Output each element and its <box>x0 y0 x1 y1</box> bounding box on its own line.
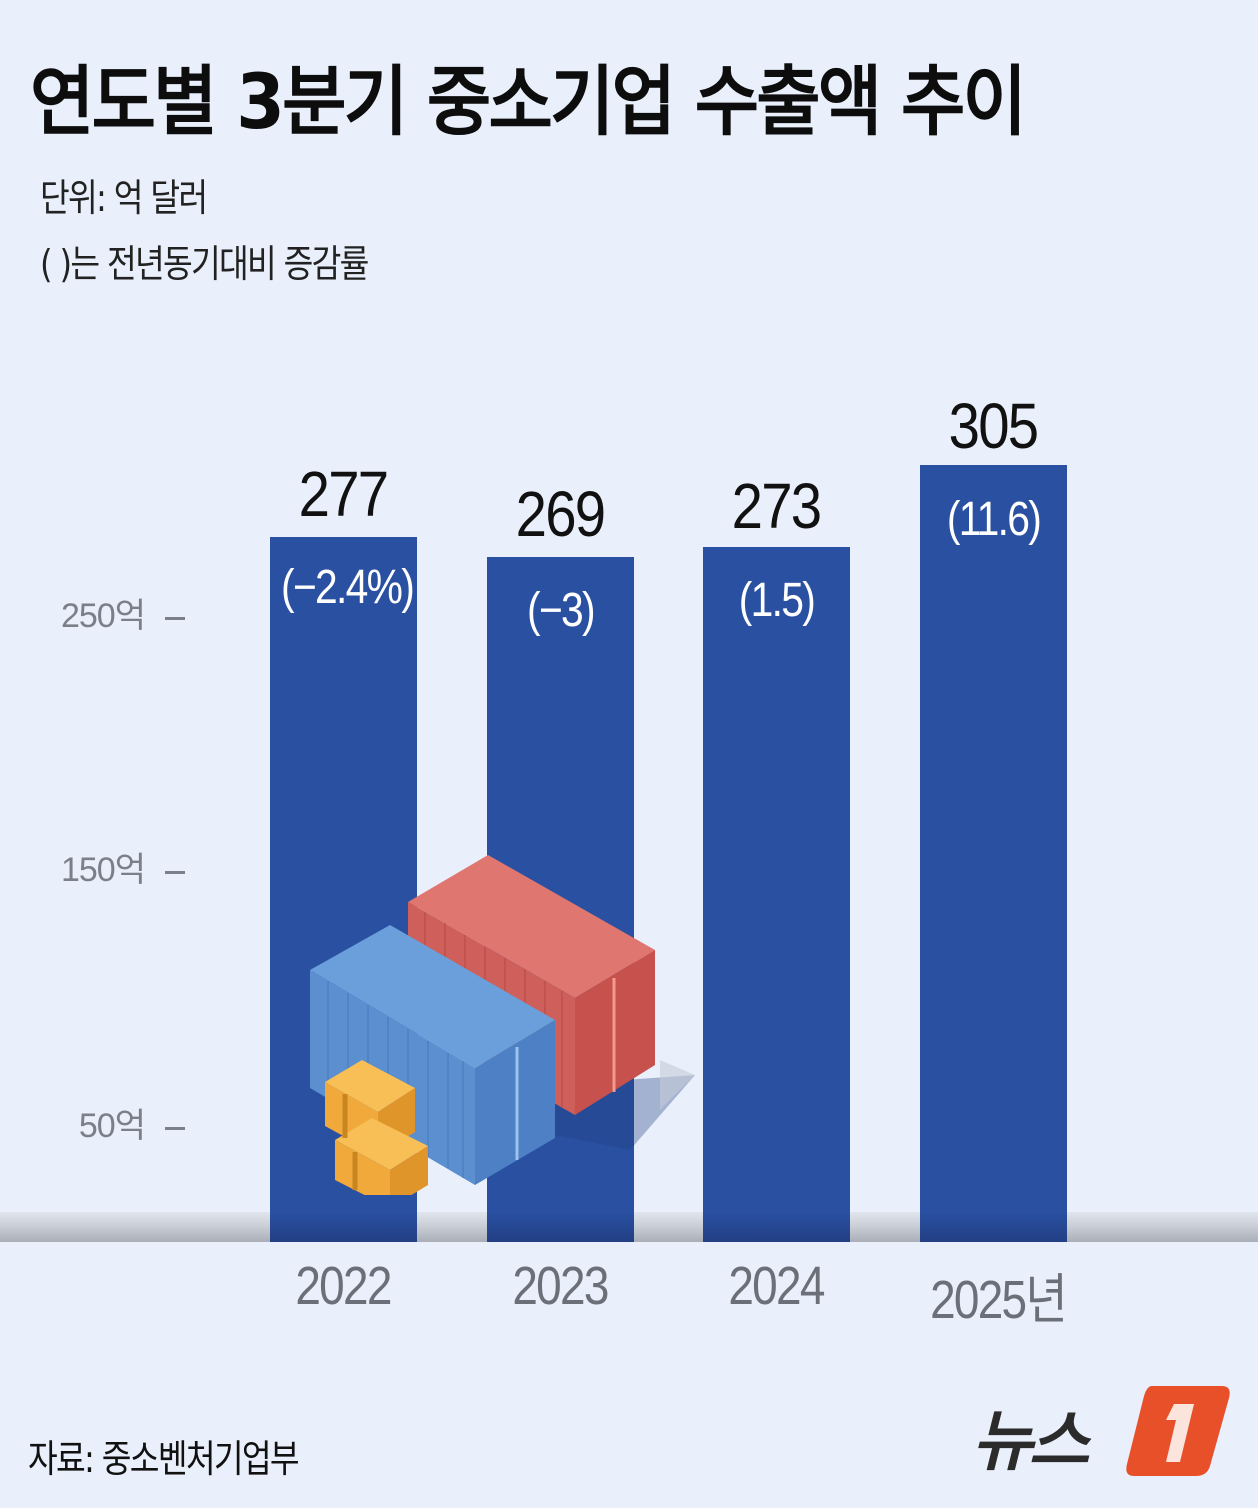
source-note: 자료: 중소벤처기업부 <box>28 1437 300 1481</box>
tick-mark <box>165 616 185 620</box>
x-label-2024: 2024 <box>728 1256 825 1316</box>
change-label-2022: (−2.4%) <box>281 561 415 614</box>
x-label-2025: 2025년 <box>930 1270 1068 1330</box>
value-label-2023: 269 <box>515 478 606 550</box>
paren-note: ( )는 전년동기대비 증감률 <box>40 242 369 286</box>
cardboard-boxes-icon <box>325 1060 428 1195</box>
bar-2024 <box>703 547 850 1242</box>
y-tick-label: 150억 <box>60 851 146 889</box>
change-label-2023: (−3) <box>527 584 596 637</box>
y-tick-label: 50억 <box>78 1107 146 1145</box>
value-label-2024: 273 <box>731 470 822 542</box>
news1-logo: 뉴스 <box>972 1378 1234 1480</box>
value-label-2025: 305 <box>948 390 1039 462</box>
bar-2025 <box>920 465 1067 1242</box>
logo-mark-icon <box>1126 1386 1230 1476</box>
y-tick-50: 50억 <box>0 1098 185 1147</box>
unit-note: 단위: 억 달러 <box>40 176 208 220</box>
value-label-2022: 277 <box>298 458 389 530</box>
tick-mark <box>165 1126 185 1130</box>
change-label-2025: (11.6) <box>946 493 1042 546</box>
chart-title: 연도별 3분기 중소기업 수출액 추이 <box>30 57 1027 146</box>
change-label-2024: (1.5) <box>738 574 816 627</box>
logo-text: 뉴스 <box>972 1403 1089 1480</box>
shipping-container-illustration <box>310 855 695 1195</box>
tick-mark <box>165 870 185 874</box>
y-tick-150: 150억 <box>0 842 185 891</box>
y-tick-label: 250억 <box>60 597 146 635</box>
x-label-2022: 2022 <box>295 1256 392 1316</box>
y-tick-250: 250억 <box>0 588 185 637</box>
x-label-2023: 2023 <box>512 1256 609 1316</box>
